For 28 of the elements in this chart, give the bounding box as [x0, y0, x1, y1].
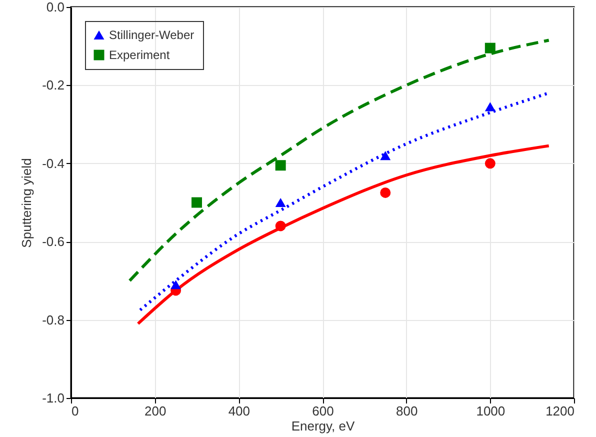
point — [380, 187, 391, 198]
x-tick-label: 0 — [72, 404, 79, 418]
line-series — [136, 144, 550, 326]
y-axis-title: Sputtering yield — [19, 158, 34, 248]
point — [484, 42, 496, 54]
x-axis-title: Energy, eV — [291, 418, 355, 434]
point — [484, 158, 496, 169]
point — [170, 280, 182, 290]
y-tick-label: -0.2 — [42, 78, 64, 93]
y-tick-label: -0.4 — [42, 156, 64, 171]
point — [192, 197, 202, 208]
point — [275, 160, 286, 171]
point — [275, 198, 286, 208]
legend-label: Stillinger-Weber — [109, 28, 194, 42]
legend-label: Experiment — [109, 48, 170, 62]
point — [484, 102, 496, 112]
x-tick-label: 600 — [312, 404, 334, 418]
x-tick-label: 1200 — [546, 404, 574, 418]
y-tick-label: -1.0 — [42, 390, 64, 406]
x-tick-label: 1000 — [476, 404, 506, 418]
y-tick-label: -0.6 — [42, 234, 64, 250]
y-tick-label: 0.0 — [46, 0, 64, 14]
x-tick-label: 800 — [396, 404, 418, 418]
point — [380, 151, 391, 160]
x-tick-label: 400 — [228, 404, 250, 418]
y-tick-label: -0.8 — [42, 312, 64, 328]
point — [275, 220, 286, 232]
x-tick-label: 200 — [144, 404, 166, 418]
